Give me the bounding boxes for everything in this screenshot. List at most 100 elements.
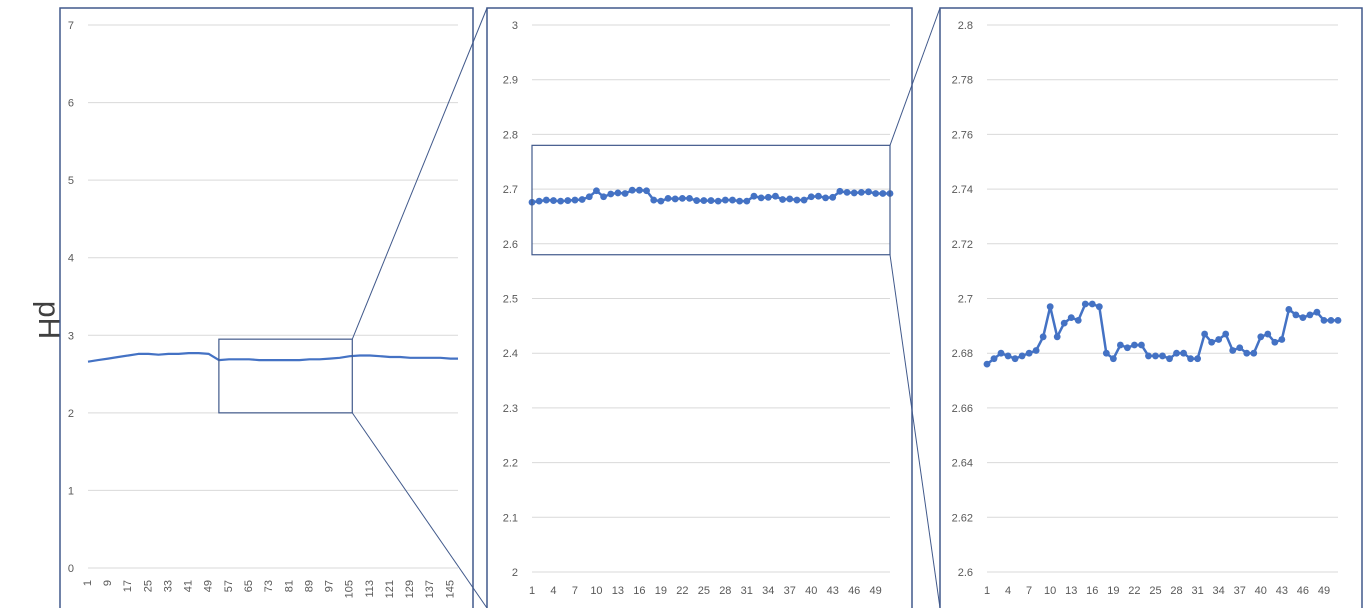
data-point <box>686 194 693 202</box>
x-tick-label: 16 <box>1086 585 1098 597</box>
data-point <box>578 196 586 203</box>
data-point <box>585 193 593 201</box>
data-point <box>1124 344 1131 352</box>
x-tick-label: 37 <box>784 585 796 597</box>
x-tick-label: 25 <box>1149 585 1161 597</box>
data-point <box>843 188 851 196</box>
x-tick-label: 81 <box>283 580 295 592</box>
y-tick-label: 2.6 <box>503 239 518 251</box>
data-point <box>721 196 729 204</box>
x-tick-label: 97 <box>324 580 336 592</box>
data-point <box>1208 338 1216 346</box>
data-point <box>829 193 837 201</box>
x-tick-label: 46 <box>1297 585 1309 597</box>
y-tick-label: 2 <box>68 408 74 420</box>
data-point <box>1159 352 1166 360</box>
x-tick-label: 17 <box>122 580 134 592</box>
y-tick-label: 2.4 <box>503 348 518 360</box>
data-point <box>643 187 650 195</box>
data-point <box>729 196 736 204</box>
connector-line <box>351 412 488 608</box>
data-point <box>693 197 701 204</box>
y-tick-label: 2.7 <box>503 184 518 196</box>
data-point <box>1131 341 1138 349</box>
data-point <box>657 197 665 205</box>
data-point <box>1067 314 1075 322</box>
data-point <box>1053 333 1061 341</box>
data-point <box>836 187 844 195</box>
x-tick-label: 22 <box>676 585 688 597</box>
data-point <box>1201 330 1209 338</box>
data-point <box>1278 336 1286 343</box>
data-point <box>1222 330 1230 338</box>
data-point <box>1152 352 1159 360</box>
panel-frame <box>939 7 1363 608</box>
x-tick-label: 1 <box>82 580 94 586</box>
y-tick-label: 5 <box>68 175 74 187</box>
data-point <box>1074 316 1082 324</box>
data-point <box>857 188 865 196</box>
data-point <box>1215 336 1223 343</box>
zoom-box-1 <box>218 338 353 414</box>
data-point <box>1173 349 1180 357</box>
connector-line <box>351 7 488 340</box>
x-tick-label: 1 <box>529 585 535 597</box>
data-point <box>707 197 715 204</box>
x-tick-label: 34 <box>762 585 774 597</box>
data-point <box>807 193 815 201</box>
data-point <box>1032 347 1040 354</box>
x-tick-label: 25 <box>698 585 710 597</box>
x-tick-label: 31 <box>741 585 753 597</box>
y-tick-label: 1 <box>68 485 74 497</box>
data-point <box>600 193 607 201</box>
y-tick-label: 6 <box>68 98 74 110</box>
y-tick-label: 2.64 <box>952 458 973 470</box>
data-point <box>1250 349 1258 357</box>
x-tick-label: 49 <box>1318 585 1330 597</box>
x-tick-label: 46 <box>848 585 860 597</box>
series-line <box>87 352 458 363</box>
y-tick-label: 2.6 <box>958 567 973 579</box>
data-point <box>1011 355 1019 363</box>
data-point <box>1138 341 1145 349</box>
x-tick-label: 49 <box>203 580 215 592</box>
data-point <box>542 196 550 204</box>
chart-panel-full-range: 0 1 2 3 4 5 6 7 1 9 17 25 33 41 49 57 65 73 81 89 97 105 113 12… <box>59 7 474 608</box>
x-tick-label: 7 <box>572 585 578 597</box>
data-point <box>800 196 808 204</box>
y-tick-label: 2.2 <box>503 458 518 470</box>
data-point <box>1081 300 1089 308</box>
data-point <box>757 194 765 202</box>
data-point <box>1018 352 1026 360</box>
data-point <box>1088 300 1096 308</box>
data-point <box>850 189 858 197</box>
x-tick-label: 41 <box>183 580 195 592</box>
x-tick-label: 33 <box>162 580 174 592</box>
zoom-box-2 <box>531 144 891 256</box>
data-point <box>872 190 880 197</box>
y-tick-label: 2.76 <box>952 129 973 141</box>
x-tick-label: 19 <box>655 585 667 597</box>
x-tick-label: 9 <box>102 580 114 586</box>
data-point <box>1236 344 1244 352</box>
x-tick-label: 113 <box>364 580 376 598</box>
x-tick-label: 31 <box>1191 585 1203 597</box>
panel-frame <box>486 7 913 608</box>
data-point <box>997 349 1005 357</box>
y-tick-label: 2.1 <box>503 512 518 524</box>
data-point <box>772 192 779 200</box>
data-point <box>1334 316 1342 324</box>
x-tick-label: 40 <box>805 585 817 597</box>
data-point <box>714 197 722 205</box>
data-point <box>678 194 686 202</box>
data-point <box>1109 355 1117 363</box>
x-tick-label: 28 <box>719 585 731 597</box>
data-point <box>865 188 872 196</box>
data-point <box>1180 349 1187 357</box>
y-tick-label: 2.7 <box>958 294 973 306</box>
x-tick-label: 28 <box>1170 585 1182 597</box>
data-point <box>571 196 579 204</box>
data-point <box>750 192 758 200</box>
data-point <box>1257 333 1265 341</box>
